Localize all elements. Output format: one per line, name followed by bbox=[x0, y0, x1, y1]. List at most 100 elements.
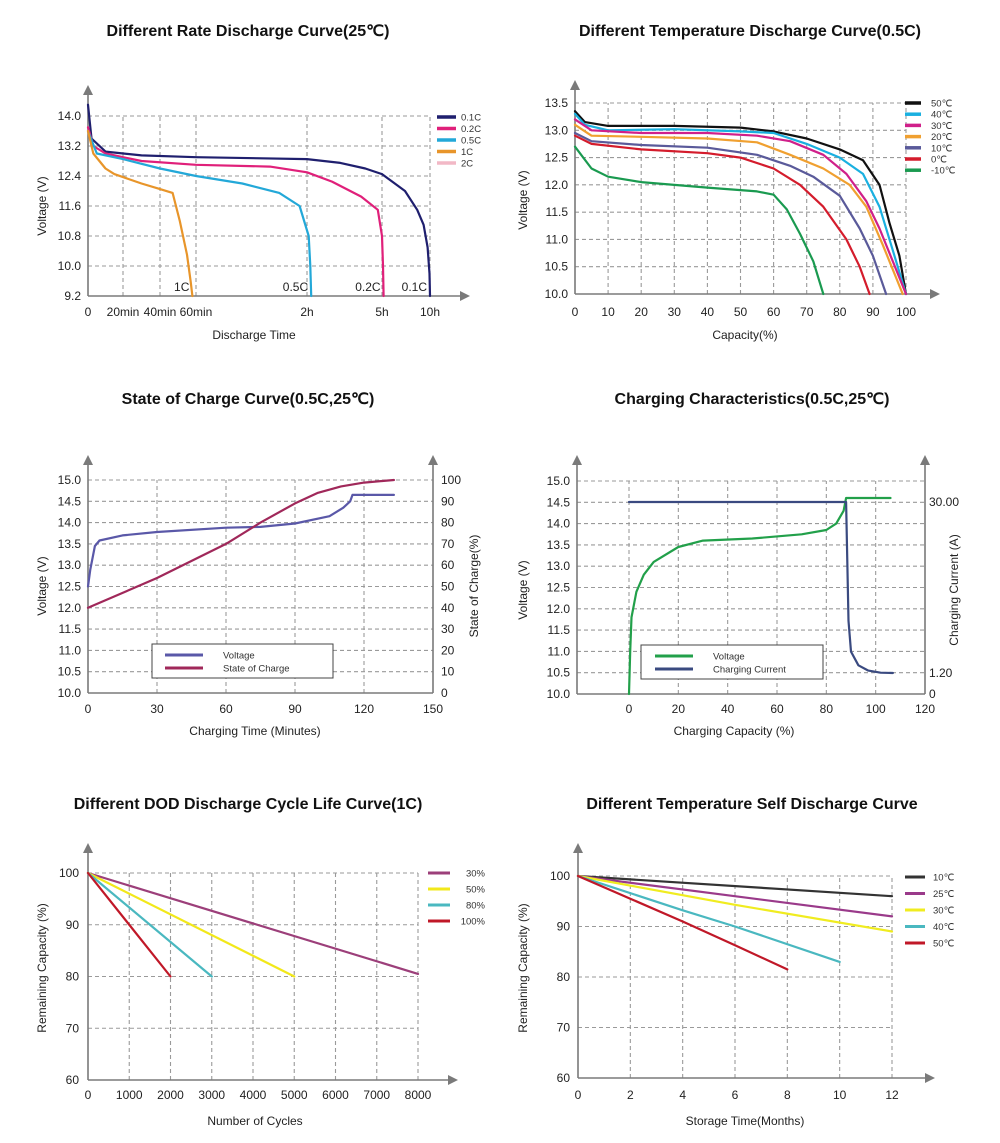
legend-label: -10℃ bbox=[931, 166, 956, 177]
legend: 50℃40℃30℃20℃10℃0℃-10℃ bbox=[905, 99, 956, 177]
series-line--10℃ bbox=[573, 145, 825, 296]
y2-tick-label: 30 bbox=[441, 622, 455, 636]
legend-label: State of Charge bbox=[223, 664, 290, 675]
y-tick-label: 13.2 bbox=[58, 139, 82, 153]
y-tick-label: 14.5 bbox=[58, 494, 82, 508]
series-line-40℃ bbox=[576, 874, 841, 963]
y-axis-label: Voltage (V) bbox=[516, 560, 530, 619]
y-tick-label: 11.0 bbox=[548, 644, 571, 658]
x-tick-label: 100 bbox=[866, 702, 886, 716]
y-tick-label: 12.0 bbox=[545, 178, 569, 192]
y-tick-label: 10.0 bbox=[547, 687, 571, 701]
y-axis-arrow-icon bbox=[83, 85, 93, 95]
series-line-50℃ bbox=[573, 110, 908, 296]
x-tick-label: 10h bbox=[420, 305, 440, 319]
y-axis-arrow-icon bbox=[572, 455, 582, 465]
y-tick-label: 13.0 bbox=[547, 559, 571, 573]
x-axis-label: Capacity(%) bbox=[712, 328, 777, 342]
y-tick-label: 10.5 bbox=[547, 666, 571, 680]
series-line-30% bbox=[86, 871, 420, 975]
x-axis-arrow-icon bbox=[448, 1075, 458, 1085]
y-tick-label: 11.5 bbox=[59, 622, 82, 636]
y2-tick-label: 90 bbox=[441, 494, 455, 508]
series-line-30℃ bbox=[576, 874, 894, 933]
y-tick-label: 12.4 bbox=[58, 169, 82, 183]
series-line-25℃ bbox=[576, 874, 894, 918]
chart-3: State of Charge Curve(0.5C,25℃) 0 30 60 90 12… bbox=[35, 391, 481, 738]
x-tick-label: 3000 bbox=[198, 1088, 225, 1102]
x-tick-label: 5h bbox=[375, 305, 388, 319]
curve-data-label: 0.5C bbox=[283, 280, 309, 294]
y-tick-label: 12.5 bbox=[547, 581, 571, 595]
legend-label: 25℃ bbox=[933, 889, 955, 900]
legend-label: 50℃ bbox=[931, 99, 953, 110]
legend-label: 0℃ bbox=[931, 155, 947, 166]
legend-label: 0.5C bbox=[461, 136, 481, 147]
x-tick-label: 20 bbox=[635, 305, 649, 319]
y-tick-label: 9.2 bbox=[64, 289, 81, 303]
series-line-Voltage bbox=[627, 496, 892, 696]
y2-tick-label: 0 bbox=[441, 686, 448, 700]
y-tick-label: 60 bbox=[66, 1073, 80, 1087]
y-tick-label: 15.0 bbox=[58, 473, 82, 487]
x-axis-arrow-icon bbox=[930, 289, 940, 299]
y2-tick-label: 50 bbox=[441, 580, 455, 594]
y-axis-label: Voltage (V) bbox=[35, 556, 49, 615]
y2-tick-label: 1.20 bbox=[929, 666, 953, 680]
x-tick-label: 2 bbox=[627, 1088, 634, 1102]
x-tick-label: 90 bbox=[866, 305, 880, 319]
series-line-Charging Current bbox=[627, 500, 894, 675]
y2-axis-label: State of Charge(%) bbox=[467, 535, 481, 638]
series-line-10℃ bbox=[576, 874, 894, 898]
y2-tick-label: 0 bbox=[929, 687, 936, 701]
y2-axis-label: Charging Current (A) bbox=[947, 534, 961, 645]
y-tick-label: 10.5 bbox=[58, 665, 82, 679]
y-tick-label: 10.0 bbox=[545, 287, 569, 301]
x-tick-label: 5000 bbox=[281, 1088, 308, 1102]
legend-box bbox=[640, 644, 824, 680]
series-line-0.2C bbox=[86, 126, 385, 298]
x-axis-label: Charging Capacity (%) bbox=[674, 724, 795, 738]
chart-4: Charging Characteristics(0.5C,25℃) 0 20 40 6… bbox=[516, 391, 961, 738]
legend-label: 30℃ bbox=[933, 906, 955, 917]
series-line-0℃ bbox=[573, 134, 871, 296]
x-tick-label: 50 bbox=[734, 305, 748, 319]
y-tick-label: 60 bbox=[557, 1071, 571, 1085]
x-tick-label: 6 bbox=[732, 1088, 739, 1102]
x-axis-label: Charging Time (Minutes) bbox=[189, 724, 320, 738]
x-tick-label: 80 bbox=[820, 702, 834, 716]
legend-label: 50℃ bbox=[933, 939, 955, 950]
x-axis-label: Storage Time(Months) bbox=[686, 1114, 805, 1128]
y-axis-label: Voltage (V) bbox=[516, 170, 530, 229]
y-tick-label: 10.5 bbox=[545, 260, 569, 274]
x-tick-label: 60 bbox=[770, 702, 784, 716]
y-tick-label: 11.6 bbox=[59, 199, 82, 213]
legend: Voltage Charging Current bbox=[640, 644, 824, 680]
y-tick-label: 14.0 bbox=[58, 516, 82, 530]
y2-tick-label: 20 bbox=[441, 643, 455, 657]
series-line-40℃ bbox=[573, 112, 908, 296]
y-tick-label: 14.0 bbox=[547, 517, 571, 531]
legend-label: 10℃ bbox=[933, 873, 955, 884]
chart-title: State of Charge Curve(0.5C,25℃) bbox=[122, 391, 375, 408]
x-tick-label: 20 bbox=[672, 702, 686, 716]
y-tick-label: 10.0 bbox=[58, 259, 82, 273]
legend-label: 50% bbox=[466, 885, 486, 896]
x-tick-label: 30 bbox=[150, 702, 164, 716]
legend-label: Voltage bbox=[713, 652, 745, 663]
y-axis-arrow-icon bbox=[573, 843, 583, 853]
series-line-20℃ bbox=[573, 123, 904, 296]
x-tick-label: 2000 bbox=[157, 1088, 184, 1102]
y-tick-label: 13.0 bbox=[58, 558, 82, 572]
curve-data-label: 0.1C bbox=[402, 280, 428, 294]
y-tick-label: 11.5 bbox=[546, 205, 569, 219]
y-tick-label: 90 bbox=[66, 918, 80, 932]
series-line-80% bbox=[86, 871, 213, 978]
y2-axis-arrow-icon bbox=[920, 455, 930, 465]
y2-tick-label: 80 bbox=[441, 516, 455, 530]
x-tick-label: 120 bbox=[915, 702, 935, 716]
y-tick-label: 12.0 bbox=[58, 601, 82, 615]
x-tick-label: 60 bbox=[767, 305, 781, 319]
y2-tick-label: 60 bbox=[441, 558, 455, 572]
x-tick-label: 60min bbox=[180, 305, 213, 319]
